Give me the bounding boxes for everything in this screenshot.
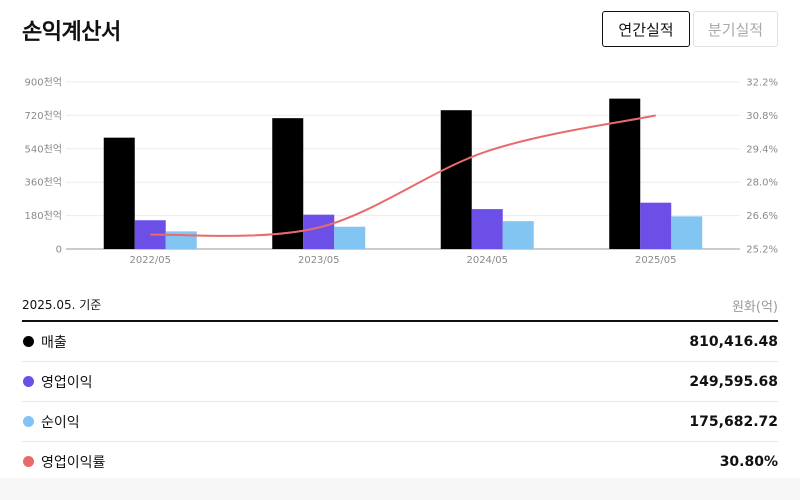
- summary-row-revenue: 매출 810,416.48: [22, 322, 778, 362]
- bar-operating-profit[interactable]: [471, 209, 503, 249]
- chart-bars: [103, 98, 703, 250]
- legend-dot-icon: [23, 336, 34, 347]
- x-tick-label: 2025/05: [635, 255, 677, 266]
- divider: [22, 320, 778, 322]
- legend-dot-icon: [23, 416, 34, 427]
- chart-line: [150, 114, 656, 237]
- left-tick-label: 180천억: [25, 210, 63, 222]
- bar-operating-profit[interactable]: [303, 214, 335, 249]
- bar-net-income[interactable]: [671, 216, 703, 249]
- right-tick-label: 25.2%: [746, 245, 778, 256]
- left-tick-label: 540천억: [25, 143, 63, 155]
- right-tick-label: 26.6%: [746, 211, 778, 222]
- basis-date: 2025.05. 기준: [22, 298, 102, 312]
- row-label: 매출: [41, 334, 67, 351]
- left-tick-label: 360천억: [25, 177, 63, 189]
- bar-operating-profit[interactable]: [640, 202, 672, 249]
- x-tick-label: 2022/05: [129, 255, 171, 266]
- right-tick-label: 28.0%: [746, 178, 778, 189]
- page-title: 손익계산서: [22, 20, 121, 45]
- row-value: 810,416.48: [689, 333, 778, 350]
- summary-row-operating-margin: 영업이익률 30.80%: [22, 442, 778, 482]
- row-value: 30.80%: [719, 453, 778, 470]
- header: 손익계산서 연간실적 분기실적: [0, 0, 800, 60]
- summary-row-operating-profit: 영업이익 249,595.68: [22, 362, 778, 402]
- row-value: 249,595.68: [689, 373, 778, 390]
- legend-dot-icon: [23, 456, 34, 467]
- legend-dot-icon: [23, 376, 34, 387]
- row-label: 순이익: [41, 414, 80, 431]
- x-tick-label: 2024/05: [466, 255, 508, 266]
- row-value: 175,682.72: [689, 413, 778, 430]
- left-tick-label: 720천억: [25, 110, 63, 122]
- right-tick-label: 32.2%: [746, 78, 778, 89]
- right-tick-label: 29.4%: [746, 144, 778, 155]
- summary-row-net-income: 순이익 175,682.72: [22, 402, 778, 442]
- left-tick-label: 0: [56, 245, 62, 256]
- bar-net-income[interactable]: [502, 221, 534, 249]
- bar-net-income[interactable]: [334, 226, 366, 249]
- bar-revenue[interactable]: [440, 110, 472, 250]
- right-tick-label: 30.8%: [746, 111, 778, 122]
- left-tick-label: 900천억: [25, 77, 63, 89]
- summary-table: 매출 810,416.48 영업이익 249,595.68 순이익 175,68…: [22, 322, 778, 482]
- row-label: 영업이익: [41, 374, 93, 391]
- income-chart: 0 25.2% 180천억 26.6% 360천억 28.0% 540천억 29.4% 720천…: [25, 77, 779, 267]
- currency-unit: 원화(억): [731, 300, 778, 315]
- footer-strip: [0, 478, 800, 500]
- x-tick-label: 2023/05: [298, 255, 340, 266]
- bar-revenue[interactable]: [272, 118, 304, 249]
- tab-quarterly[interactable]: 분기실적: [693, 11, 778, 47]
- bar-revenue[interactable]: [103, 137, 135, 249]
- tab-annual[interactable]: 연간실적: [602, 11, 690, 47]
- operating-margin-line: [150, 114, 656, 237]
- chart-axes: 0 25.2% 180천억 26.6% 360천억 28.0% 540천억 29.4% 720천…: [25, 77, 779, 267]
- row-label: 영업이익률: [41, 454, 106, 471]
